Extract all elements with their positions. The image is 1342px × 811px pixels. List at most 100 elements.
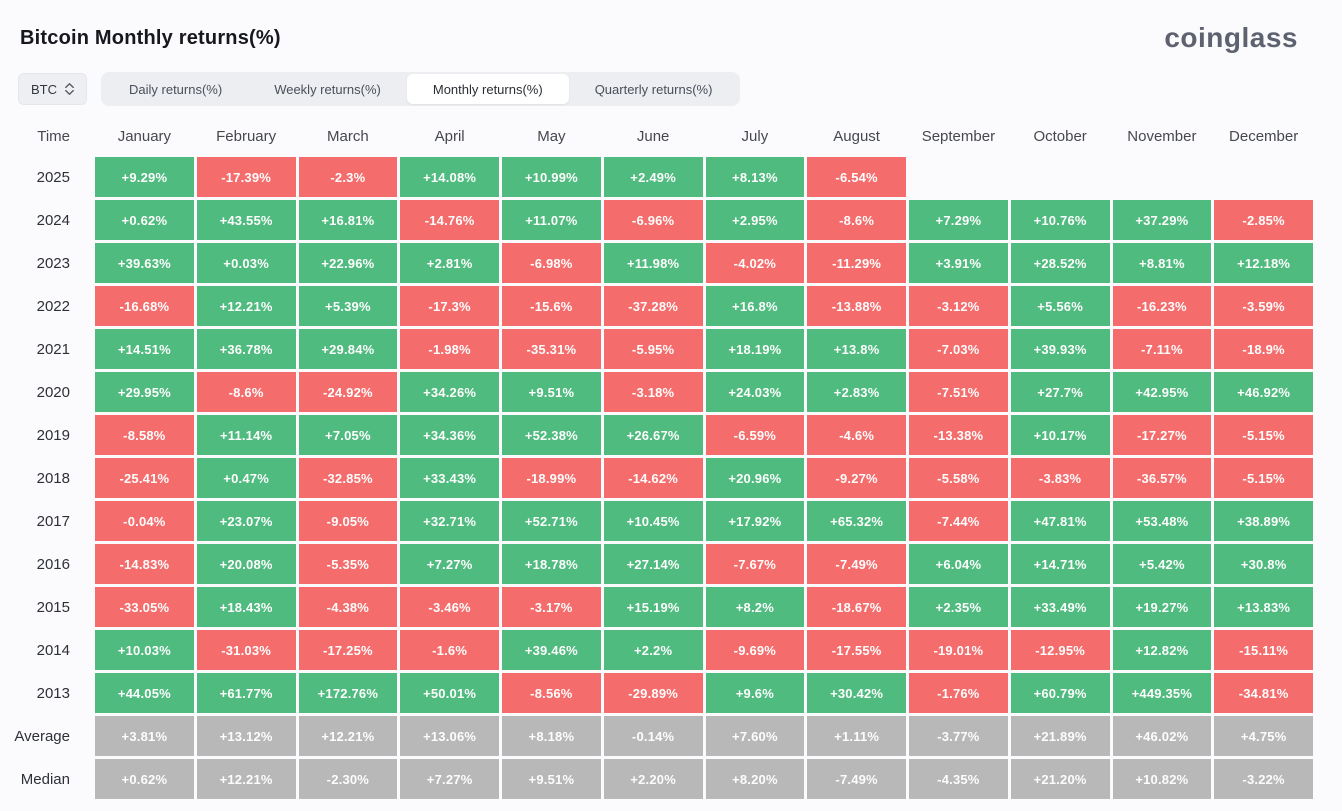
- return-cell: +13.8%: [807, 329, 906, 369]
- return-cell: +52.71%: [502, 501, 601, 541]
- return-cell: +172.76%: [298, 673, 398, 713]
- controls-row: BTC Daily returns(%) Weekly returns(%) Mon…: [18, 72, 1342, 106]
- return-cell: +24.03%: [705, 372, 805, 412]
- return-cell: -5.15%: [1214, 415, 1313, 455]
- month-column-header: August: [833, 127, 880, 145]
- return-cell: +43.55%: [196, 200, 296, 240]
- coin-selector[interactable]: BTC: [18, 73, 87, 105]
- return-cell: +0.62%: [95, 200, 194, 240]
- return-cell: [909, 157, 1008, 197]
- return-cell: +2.49%: [603, 157, 703, 197]
- return-cell: +30.8%: [1214, 544, 1313, 584]
- return-cell: +18.78%: [502, 544, 601, 584]
- month-column-header: July: [741, 127, 769, 145]
- return-cell: +13.12%: [196, 716, 296, 756]
- return-cell: -8.6%: [196, 372, 296, 412]
- return-cell: +17.92%: [705, 501, 805, 541]
- return-cell: +10.45%: [603, 501, 703, 541]
- return-cell: +39.93%: [1010, 329, 1110, 369]
- return-cell: -3.46%: [400, 587, 499, 627]
- return-cell: -14.76%: [400, 200, 499, 240]
- return-cell: +12.21%: [196, 286, 296, 326]
- tab-daily-returns[interactable]: Daily returns(%): [129, 81, 223, 97]
- return-cell: +21.89%: [1010, 716, 1110, 756]
- return-cell: +12.82%: [1112, 630, 1212, 670]
- return-cell: -16.68%: [95, 286, 194, 326]
- return-cell: +4.75%: [1214, 716, 1313, 756]
- return-cell: -7.03%: [909, 329, 1008, 369]
- return-cell: -11.29%: [807, 243, 906, 283]
- return-cell: -4.38%: [298, 587, 398, 627]
- return-cell: +28.52%: [1010, 243, 1110, 283]
- return-cell: -6.98%: [502, 243, 601, 283]
- return-cell: -9.27%: [807, 458, 906, 498]
- return-cell: +9.29%: [95, 157, 194, 197]
- return-cell: -24.92%: [298, 372, 398, 412]
- return-cell: -17.25%: [298, 630, 398, 670]
- row-label-2021: 2021: [36, 340, 70, 358]
- return-cell: +34.36%: [400, 415, 499, 455]
- tab-monthly-returns[interactable]: Monthly returns(%): [406, 74, 569, 104]
- return-cell: +10.82%: [1112, 759, 1212, 799]
- return-cell: +3.91%: [909, 243, 1008, 283]
- return-cell: -14.62%: [603, 458, 703, 498]
- tab-weekly-returns[interactable]: Weekly returns(%): [274, 81, 381, 97]
- return-cell: +13.06%: [400, 716, 499, 756]
- return-cell: -7.67%: [705, 544, 805, 584]
- return-cell: -1.98%: [400, 329, 499, 369]
- return-cell: +7.27%: [400, 759, 499, 799]
- return-cell: +65.32%: [807, 501, 906, 541]
- return-cell: +38.89%: [1214, 501, 1313, 541]
- return-cell: -3.83%: [1010, 458, 1110, 498]
- month-column-header: September: [921, 127, 996, 145]
- return-cell: +5.42%: [1112, 544, 1212, 584]
- return-cell: +9.6%: [705, 673, 805, 713]
- return-cell: -18.9%: [1214, 329, 1313, 369]
- topbar: Bitcoin Monthly returns(%) coinglass: [0, 0, 1342, 54]
- return-cell: +22.96%: [298, 243, 398, 283]
- return-cell: -1.76%: [909, 673, 1008, 713]
- return-cell: -0.04%: [95, 501, 194, 541]
- return-cell: -14.83%: [95, 544, 194, 584]
- return-cell: -3.59%: [1214, 286, 1313, 326]
- return-cell: +7.60%: [705, 716, 805, 756]
- return-cell: -8.6%: [807, 200, 906, 240]
- return-cell: -31.03%: [196, 630, 296, 670]
- month-column-header: February: [216, 127, 277, 145]
- return-cell: +61.77%: [196, 673, 296, 713]
- return-cell: +39.46%: [502, 630, 601, 670]
- return-cell: +1.11%: [807, 716, 906, 756]
- return-cell: -7.44%: [909, 501, 1008, 541]
- tab-quarterly-returns[interactable]: Quarterly returns(%): [594, 81, 713, 97]
- return-cell: -3.77%: [909, 716, 1008, 756]
- return-cell: +6.04%: [909, 544, 1008, 584]
- row-label-2013: 2013: [36, 684, 70, 702]
- return-cell: +36.78%: [196, 329, 296, 369]
- return-cell: +47.81%: [1010, 501, 1110, 541]
- return-cell: -6.96%: [603, 200, 703, 240]
- return-cell: +8.20%: [705, 759, 805, 799]
- return-cell: +50.01%: [400, 673, 499, 713]
- row-label-2019: 2019: [36, 426, 70, 444]
- return-cell: +8.18%: [502, 716, 601, 756]
- return-cell: +8.13%: [705, 157, 805, 197]
- return-cell: +10.03%: [95, 630, 194, 670]
- coin-selector-value: BTC: [31, 81, 57, 97]
- return-cell: -18.99%: [502, 458, 601, 498]
- return-cell: -3.17%: [502, 587, 601, 627]
- return-cell: -12.95%: [1010, 630, 1110, 670]
- return-cell: +46.02%: [1112, 716, 1212, 756]
- time-column-header: Time: [37, 127, 70, 145]
- return-cell: -3.22%: [1214, 759, 1313, 799]
- return-cell: +23.07%: [196, 501, 296, 541]
- return-cell: +33.43%: [400, 458, 499, 498]
- return-cell: -15.11%: [1214, 630, 1313, 670]
- return-cell: +33.49%: [1010, 587, 1110, 627]
- return-cell: -3.18%: [603, 372, 703, 412]
- return-cell: -34.81%: [1214, 673, 1313, 713]
- return-cell: -2.85%: [1214, 200, 1313, 240]
- return-cell: -5.15%: [1214, 458, 1313, 498]
- return-cell: +29.95%: [95, 372, 194, 412]
- return-cell: -7.49%: [807, 759, 906, 799]
- return-cell: +27.14%: [603, 544, 703, 584]
